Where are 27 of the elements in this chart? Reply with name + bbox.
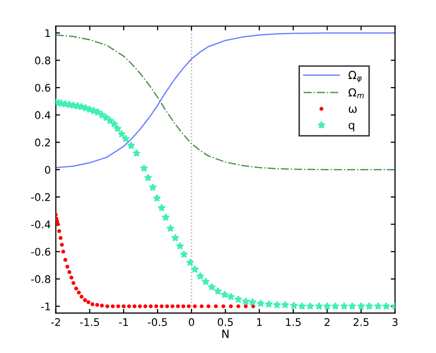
x-tick-label: -2 [51, 318, 60, 326]
y-tick-label: 0 [45, 166, 50, 174]
y-tick-label: -1 [41, 302, 50, 310]
x-tick-label: -0.5 [148, 318, 167, 326]
y-tick-label: -0.8 [31, 275, 50, 284]
x-tick-label: 0.5 [218, 318, 233, 326]
y-tick-label: 0.6 [35, 84, 50, 92]
legend-label: q [348, 122, 354, 132]
x-tick-label: 2 [324, 318, 330, 326]
x-tick-label: 2.5 [354, 318, 368, 326]
legend-label: Ω$_{m}$ [348, 88, 364, 98]
y-tick-label: -0.4 [31, 220, 50, 228]
x-axis-title: N [222, 330, 228, 338]
x-tick-label: 3 [392, 318, 398, 326]
legend-label: ω [348, 106, 357, 113]
x-tick-label: -1 [118, 318, 128, 326]
y-tick-label: 0.2 [35, 138, 50, 146]
y-tick-label: 0.4 [35, 111, 50, 120]
y-tick-label: -0.6 [31, 248, 50, 256]
legend-label: Ω$_{φ}$ [348, 70, 362, 82]
x-tick-label: 0 [188, 318, 194, 326]
y-tick-label: 1 [45, 29, 50, 37]
y-tick-label: 0.8 [35, 56, 50, 64]
x-tick-label: -1.5 [80, 318, 99, 326]
y-tick-label: -0.2 [31, 193, 50, 202]
x-tick-label: 1 [257, 318, 262, 326]
x-tick-label: 1.5 [286, 318, 301, 326]
